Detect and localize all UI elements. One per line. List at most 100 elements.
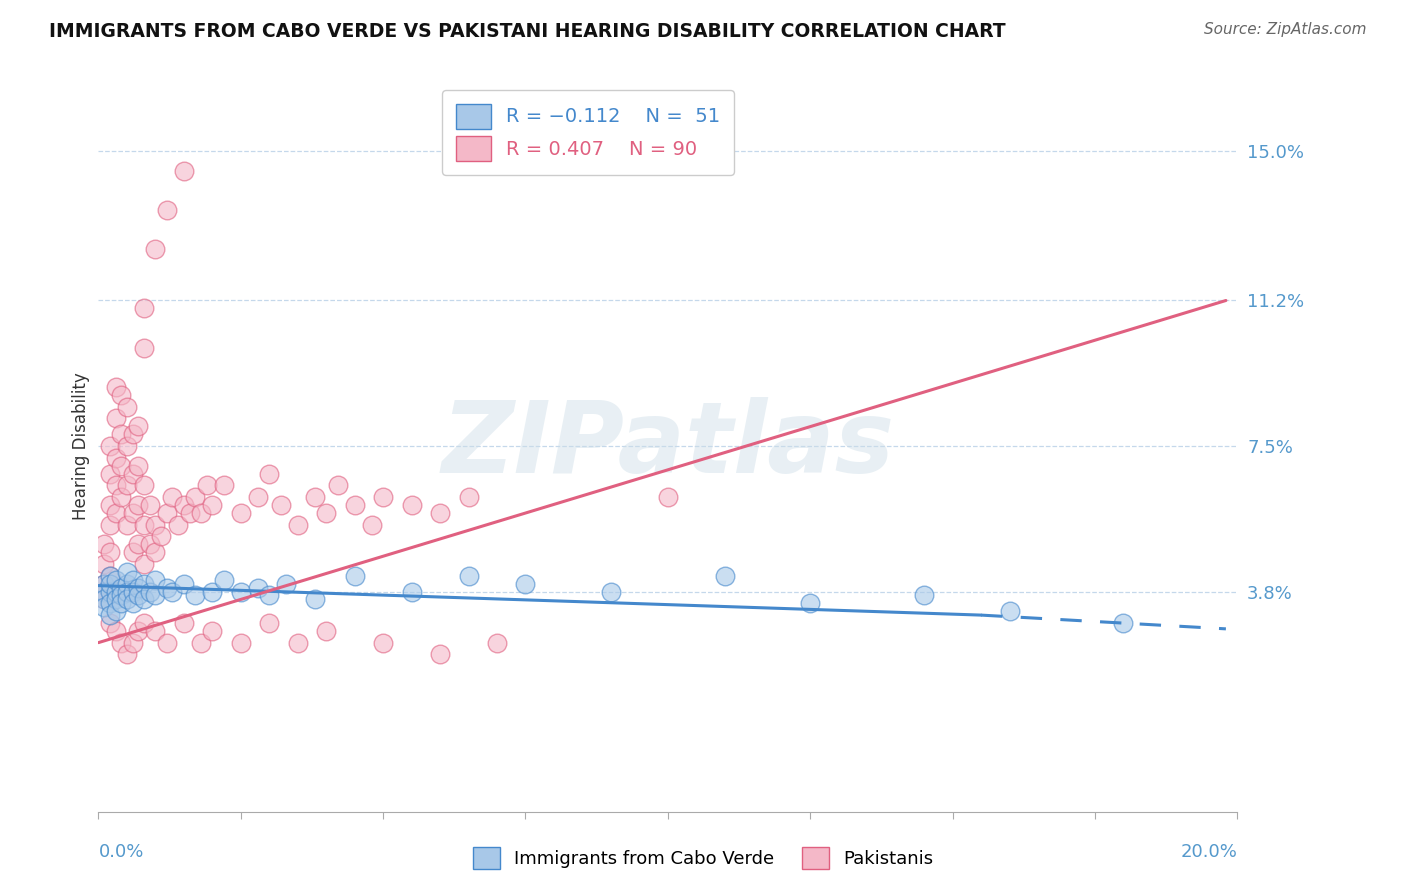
- Point: [173, 615, 195, 630]
- Point: [515, 576, 537, 591]
- Point: [246, 581, 269, 595]
- Point: [115, 592, 138, 607]
- Point: [132, 557, 155, 571]
- Point: [600, 584, 623, 599]
- Point: [212, 478, 235, 492]
- Point: [121, 573, 143, 587]
- Point: [457, 568, 479, 582]
- Point: [184, 490, 207, 504]
- Point: [104, 478, 127, 492]
- Point: [145, 624, 167, 638]
- Point: [195, 478, 218, 492]
- Point: [373, 490, 395, 504]
- Point: [360, 517, 382, 532]
- Point: [110, 635, 132, 649]
- Point: [259, 615, 281, 630]
- Text: 0.0%: 0.0%: [98, 843, 143, 861]
- Point: [115, 648, 138, 662]
- Point: [93, 584, 115, 599]
- Point: [156, 635, 179, 649]
- Point: [132, 592, 155, 607]
- Point: [115, 517, 138, 532]
- Point: [93, 592, 115, 607]
- Point: [486, 635, 509, 649]
- Point: [179, 506, 201, 520]
- Point: [110, 458, 132, 473]
- Point: [110, 581, 132, 595]
- Point: [104, 604, 127, 618]
- Point: [93, 576, 115, 591]
- Point: [127, 537, 149, 551]
- Point: [121, 584, 143, 599]
- Point: [326, 478, 349, 492]
- Point: [115, 584, 138, 599]
- Point: [115, 576, 138, 591]
- Point: [132, 517, 155, 532]
- Point: [156, 581, 179, 595]
- Point: [115, 439, 138, 453]
- Legend: Immigrants from Cabo Verde, Pakistanis: Immigrants from Cabo Verde, Pakistanis: [464, 838, 942, 879]
- Point: [429, 506, 451, 520]
- Point: [156, 506, 179, 520]
- Point: [115, 478, 138, 492]
- Point: [93, 600, 115, 615]
- Point: [104, 584, 127, 599]
- Point: [98, 517, 121, 532]
- Point: [127, 581, 149, 595]
- Point: [104, 573, 127, 587]
- Point: [127, 589, 149, 603]
- Point: [98, 439, 121, 453]
- Point: [156, 202, 179, 217]
- Point: [138, 537, 160, 551]
- Point: [190, 506, 212, 520]
- Point: [201, 624, 224, 638]
- Point: [104, 380, 127, 394]
- Point: [104, 411, 127, 425]
- Point: [121, 545, 143, 559]
- Point: [343, 568, 366, 582]
- Point: [457, 490, 479, 504]
- Point: [184, 589, 207, 603]
- Point: [115, 400, 138, 414]
- Point: [304, 592, 326, 607]
- Point: [201, 584, 224, 599]
- Point: [132, 615, 155, 630]
- Point: [998, 604, 1021, 618]
- Point: [145, 573, 167, 587]
- Point: [162, 584, 184, 599]
- Point: [229, 506, 252, 520]
- Point: [287, 635, 309, 649]
- Point: [145, 517, 167, 532]
- Point: [110, 388, 132, 402]
- Point: [110, 589, 132, 603]
- Point: [429, 648, 451, 662]
- Point: [173, 576, 195, 591]
- Point: [270, 498, 292, 512]
- Text: ZIPatlas: ZIPatlas: [441, 398, 894, 494]
- Point: [150, 529, 173, 543]
- Point: [98, 576, 121, 591]
- Point: [246, 490, 269, 504]
- Point: [132, 301, 155, 316]
- Point: [657, 490, 679, 504]
- Point: [132, 478, 155, 492]
- Point: [121, 596, 143, 610]
- Point: [145, 243, 167, 257]
- Point: [132, 576, 155, 591]
- Point: [121, 506, 143, 520]
- Point: [315, 624, 337, 638]
- Point: [98, 545, 121, 559]
- Point: [276, 576, 298, 591]
- Point: [173, 498, 195, 512]
- Point: [104, 506, 127, 520]
- Point: [127, 498, 149, 512]
- Point: [98, 498, 121, 512]
- Point: [127, 624, 149, 638]
- Point: [98, 568, 121, 582]
- Point: [110, 596, 132, 610]
- Point: [138, 584, 160, 599]
- Point: [93, 557, 115, 571]
- Y-axis label: Hearing Disability: Hearing Disability: [72, 372, 90, 520]
- Point: [190, 635, 212, 649]
- Point: [167, 517, 190, 532]
